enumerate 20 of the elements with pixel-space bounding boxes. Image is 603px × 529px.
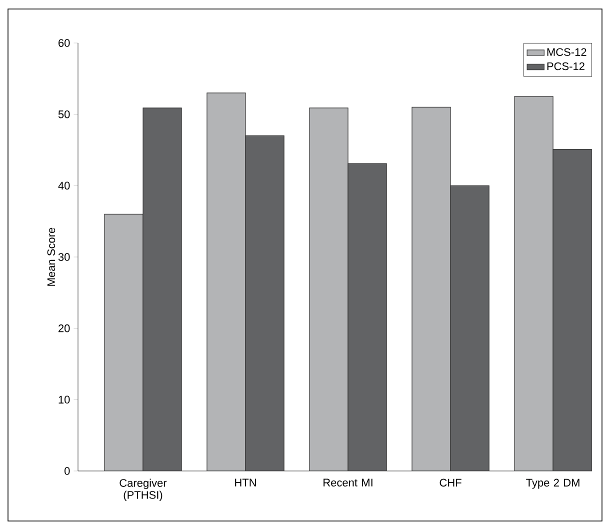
y-tick-label: 10 (58, 396, 70, 404)
y-axis-title: Mean Score (47, 228, 56, 286)
y-tick-label: 50 (58, 110, 70, 118)
x-tick-label: Recent MI (324, 478, 372, 486)
legend-label: PCS-12 (547, 62, 584, 70)
legend-label: MCS-12 (547, 48, 586, 56)
bar (514, 96, 554, 471)
y-tick-label: 40 (58, 182, 70, 190)
y-tick-label: 30 (58, 253, 70, 261)
bar (206, 92, 246, 471)
bar (309, 108, 348, 471)
y-tick-label: 20 (58, 324, 70, 332)
y-tick-label: 60 (58, 39, 70, 47)
x-tick-label: Type 2 DM (526, 478, 580, 489)
x-tick-label: CHF (440, 478, 462, 487)
x-tick-label: Caregiver (PTHSI) (120, 478, 167, 502)
y-tick-label: 0 (64, 467, 70, 475)
bar (412, 106, 451, 471)
x-tick-label: HTN (235, 478, 256, 486)
bar (104, 214, 144, 471)
